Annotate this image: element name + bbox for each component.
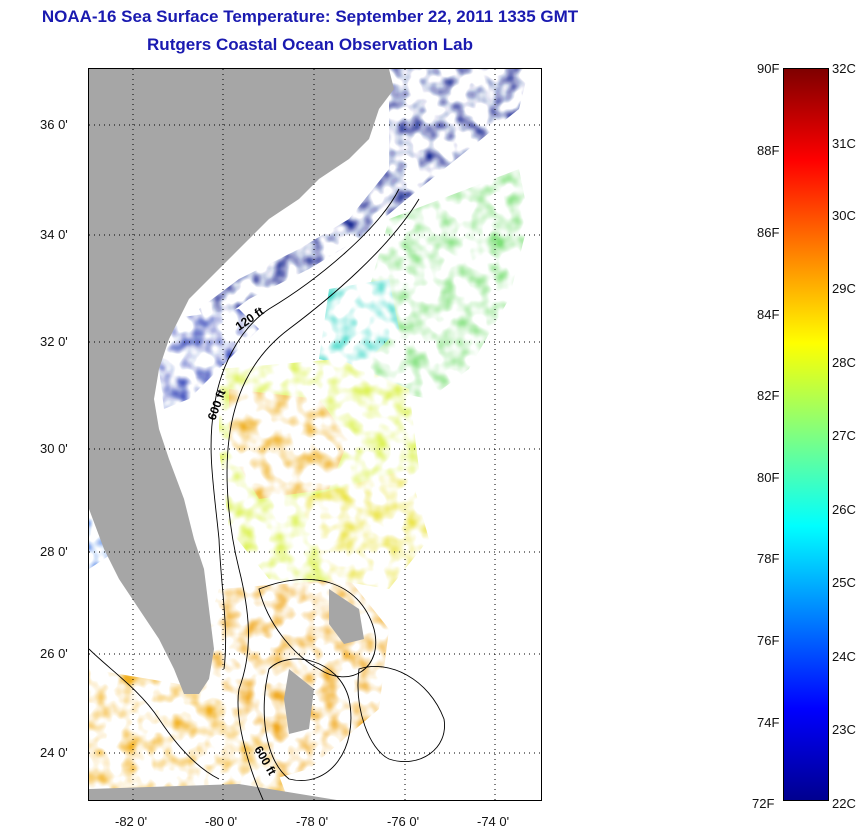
colorbar-label-25c: 25C — [832, 575, 856, 590]
colorbar-label-30c: 30C — [832, 208, 856, 223]
lat-label-26: 26 0' — [40, 646, 68, 661]
lat-label-32: 32 0' — [40, 334, 68, 349]
colorbar-label-72f: 72F — [752, 796, 775, 811]
lat-label-36: 36 0' — [40, 117, 68, 132]
sst-patch-orange-central — [229, 389, 349, 499]
graticule — [89, 69, 541, 800]
colorbar-label-28c: 28C — [832, 355, 856, 370]
colorbar-label-26c: 26C — [832, 502, 856, 517]
lat-label-28: 28 0' — [40, 544, 68, 559]
colorbar-label-24c: 24C — [832, 649, 856, 664]
sst-map: 120 ft 600 ft 600 ft — [88, 68, 542, 801]
colorbar-label-86f: 86F — [757, 225, 780, 240]
contour-120ft — [210, 188, 400, 670]
colorbar-label-31c: 31C — [832, 136, 856, 151]
contour-great-bahama-bank — [263, 658, 352, 781]
colorbar-label-32c: 32C — [832, 61, 856, 76]
colorbar-label-23c: 23C — [832, 722, 856, 737]
colorbar-label-90f: 90F — [757, 61, 780, 76]
colorbar-label-88f: 88F — [757, 143, 780, 158]
bathymetry-contours — [89, 188, 445, 800]
colorbar-label-80f: 80F — [757, 470, 780, 485]
contour-600ft — [226, 198, 420, 800]
lon-label-80: -80 0' — [205, 814, 238, 829]
lat-label-24: 24 0' — [40, 745, 68, 760]
colorbar-label-78f: 78F — [757, 551, 780, 566]
land-bahamas-andros — [284, 669, 314, 734]
temperature-colorbar — [783, 68, 829, 801]
sst-map-canvas: 120 ft 600 ft 600 ft — [89, 69, 541, 800]
colorbar-label-27c: 27C — [832, 428, 856, 443]
land-mainland — [89, 69, 394, 694]
lon-label-78: -78 0' — [296, 814, 329, 829]
sst-patch-orange-southwest — [89, 669, 289, 800]
lon-label-74: -74 0' — [477, 814, 510, 829]
land-bahamas-north — [329, 589, 364, 644]
colorbar-label-29c: 29C — [832, 281, 856, 296]
colorbar-label-74f: 74F — [757, 715, 780, 730]
land-cuba — [89, 784, 337, 800]
lon-label-76: -76 0' — [387, 814, 420, 829]
contour-southeast-banks — [357, 666, 445, 763]
contour-florida-keys — [89, 648, 220, 780]
lon-label-82: -82 0' — [115, 814, 148, 829]
colorbar-label-82f: 82F — [757, 388, 780, 403]
sst-patch-yellow-southeast — [299, 469, 429, 589]
colorbar-label-22c: 22C — [832, 796, 856, 811]
colorbar-label-76f: 76F — [757, 633, 780, 648]
sst-patch-cold-north — [199, 69, 529, 329]
colorbar-label-84f: 84F — [757, 307, 780, 322]
sst-patch-cold-southeast — [159, 309, 259, 409]
sst-patch-cyan — [319, 279, 399, 369]
map-subtitle: Rutgers Coastal Ocean Observation Lab — [147, 35, 473, 54]
contour-bahamas-bank — [258, 578, 377, 678]
map-title: NOAA-16 Sea Surface Temperature: Septemb… — [41, 7, 579, 26]
lat-label-30: 30 0' — [40, 441, 68, 456]
lat-label-34: 34 0' — [40, 227, 68, 242]
